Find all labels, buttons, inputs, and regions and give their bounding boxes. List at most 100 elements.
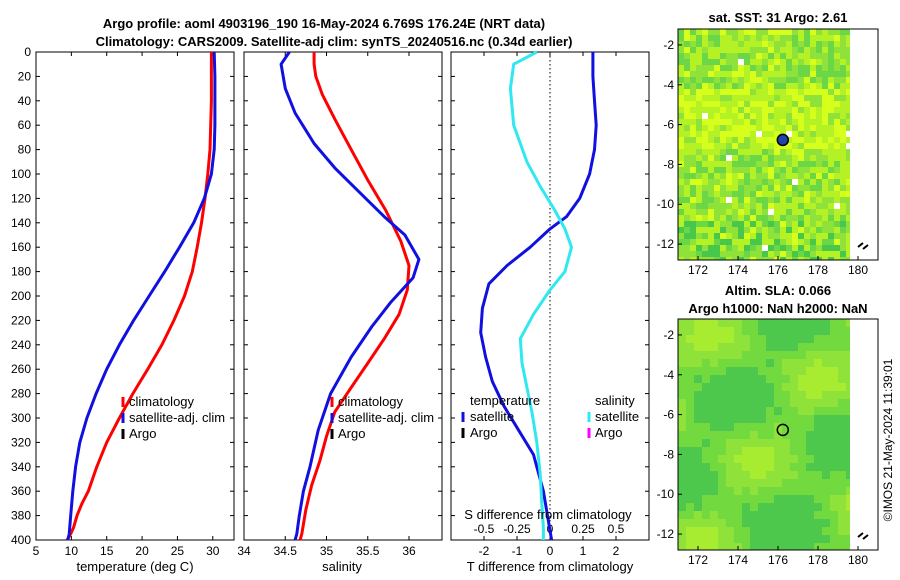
map-cell	[762, 209, 768, 215]
map-cell	[744, 83, 750, 89]
sst-map-argo-marker	[776, 133, 869, 250]
map-cell	[762, 107, 768, 113]
map-cell	[762, 95, 768, 101]
map-cell	[768, 47, 774, 53]
map-cell	[708, 95, 714, 101]
map-cell	[774, 431, 782, 439]
map-cell	[810, 203, 816, 209]
map-cell	[816, 155, 822, 161]
map-cell	[840, 239, 846, 245]
map-cell	[702, 101, 708, 107]
map-cell	[828, 119, 834, 125]
map-cell	[822, 487, 830, 495]
map-cell	[714, 89, 720, 95]
map-cell	[782, 335, 790, 343]
map-cell	[782, 439, 790, 447]
map-cell	[804, 71, 810, 77]
map-cell	[838, 391, 846, 399]
map-cell	[714, 83, 720, 89]
map-cell	[822, 335, 830, 343]
map-cell	[696, 71, 702, 77]
map-cell	[742, 527, 750, 535]
map-cell	[846, 107, 850, 113]
map-cell	[846, 233, 850, 239]
salinity-legend: climatology satellite-adj. clim Argo	[330, 394, 434, 441]
sst-map-raster	[678, 29, 878, 260]
map-cell	[834, 209, 840, 215]
map-cell	[684, 113, 690, 119]
map-cell	[742, 343, 750, 351]
map-cell	[762, 131, 768, 137]
map-cell	[810, 41, 816, 47]
map-cell	[762, 101, 768, 107]
x-tick-label: 34.5	[274, 544, 298, 558]
map-cell	[696, 251, 702, 257]
map-cell	[732, 77, 738, 83]
map-cell	[758, 439, 766, 447]
map-cell	[742, 543, 750, 550]
map-cell	[708, 239, 714, 245]
map-cell	[774, 439, 782, 447]
map-cell	[750, 535, 758, 543]
map-cell	[690, 143, 696, 149]
map-cell	[750, 29, 756, 35]
y-tick-label: 260	[11, 362, 31, 376]
map-cell	[690, 65, 696, 71]
map-cell	[846, 53, 850, 59]
map-cell	[786, 209, 792, 215]
map-cell	[694, 439, 702, 447]
map-cell	[732, 53, 738, 59]
map-cell	[762, 179, 768, 185]
map-cell	[702, 47, 708, 53]
map-cell	[840, 119, 846, 125]
map-cell	[758, 407, 766, 415]
map-cell	[828, 191, 834, 197]
map-cell	[690, 155, 696, 161]
lon-tick-label: 176	[768, 553, 788, 567]
map-cell	[678, 65, 684, 71]
map-cell	[804, 53, 810, 59]
map-cell	[744, 119, 750, 125]
map-cell	[708, 251, 714, 257]
map-cell	[816, 185, 822, 191]
sla-map-title-line1: Altim. SLA: 0.066	[725, 283, 831, 298]
map-cell	[726, 83, 732, 89]
map-cell	[798, 455, 806, 463]
map-cell	[798, 407, 806, 415]
map-cell	[792, 113, 798, 119]
map-cell	[742, 327, 750, 335]
map-cell	[726, 101, 732, 107]
map-cell	[738, 257, 744, 260]
t-difference-xlabel: T difference from climatology	[467, 559, 634, 574]
map-cell	[696, 203, 702, 209]
map-cell	[830, 495, 838, 503]
map-cell	[846, 463, 850, 471]
map-cell	[830, 543, 838, 550]
map-cell	[804, 35, 810, 41]
map-cell	[738, 137, 744, 143]
map-cell	[738, 185, 744, 191]
map-cell	[744, 35, 750, 41]
map-cell	[774, 89, 780, 95]
map-cell	[816, 77, 822, 83]
map-cell	[822, 161, 828, 167]
figure-title-line2: Climatology: CARS2009. Satellite-adj cli…	[96, 34, 573, 49]
map-cell	[726, 29, 732, 35]
map-cell	[742, 423, 750, 431]
y-tick-label: 40	[18, 94, 32, 108]
map-cell	[798, 71, 804, 77]
map-cell	[684, 29, 690, 35]
coast-marks	[857, 242, 869, 250]
map-cell	[678, 359, 686, 367]
map-cell	[846, 179, 850, 185]
map-cell	[774, 343, 782, 351]
salinity-ticks: 34 34.5 35 35.5 36	[237, 51, 442, 558]
map-cell	[694, 335, 702, 343]
map-cell	[816, 227, 822, 233]
map-cell	[702, 351, 710, 359]
map-cell	[762, 89, 768, 95]
map-cell	[798, 535, 806, 543]
map-cell	[768, 203, 774, 209]
map-cell	[756, 203, 762, 209]
map-cell	[738, 125, 744, 131]
